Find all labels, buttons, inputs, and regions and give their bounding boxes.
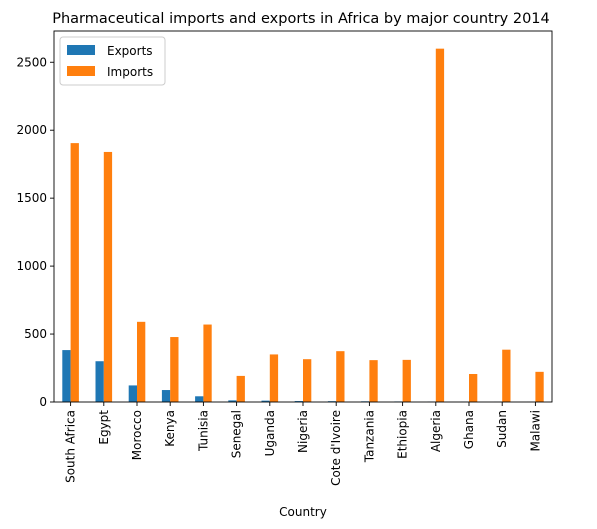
x-tick-label-8: Cote d'Ivoire [329,410,343,486]
bar-imports-5 [236,375,245,402]
x-axis-label: Country [279,505,327,519]
x-tick-label-12: Ghana [462,410,476,449]
bar-exports-0 [62,350,71,402]
y-tick-label-0: 0 [39,395,47,409]
x-tick-label-4: Tunisia [196,410,210,452]
x-tick-label-3: Kenya [163,410,177,447]
x-axis: South Africa Egypt Morocco Kenya Tunisia Sene… [64,402,542,486]
x-tick-label-0: South Africa [64,410,78,483]
bar-imports-7 [303,359,312,402]
bar-imports-2 [137,321,146,402]
legend-swatch-exports [67,45,95,55]
bar-imports-11 [435,48,445,403]
legend: Exports Imports [59,36,166,86]
y-tick-label-5: 2500 [16,55,47,69]
bar-imports-10 [402,359,411,402]
bar-imports-1 [103,151,113,402]
bars-group [62,48,544,403]
x-tick-label-11: Algeria [429,410,443,452]
bar-imports-13 [502,349,511,402]
bar-exports-5 [228,400,237,402]
bar-exports-2 [128,385,137,402]
plot-frame [53,30,553,403]
y-tick-label-3: 1500 [16,191,47,205]
legend-swatch-imports [67,66,95,76]
x-tick-label-7: Nigeria [296,410,310,453]
bar-imports-8 [336,351,345,402]
y-axis: 0 500 1000 1500 2000 2500 [16,55,54,409]
chart-title: Pharmaceutical imports and exports in Af… [52,11,550,27]
legend-label-exports: Exports [107,44,153,58]
x-tick-label-5: Senegal [230,410,244,458]
legend-label-imports: Imports [107,65,153,79]
bar-imports-6 [269,354,279,402]
x-tick-label-2: Morocco [130,410,144,460]
bar-exports-6 [261,400,270,402]
x-tick-label-9: Tanzania [362,410,376,463]
bar-imports-3 [170,337,179,402]
bar-exports-7 [294,401,303,402]
bar-exports-3 [161,390,171,402]
x-tick-label-6: Uganda [263,410,277,456]
y-tick-label-2: 1000 [16,259,47,273]
bar-imports-12 [469,374,478,402]
y-tick-label-1: 500 [24,327,47,341]
bar-imports-14 [535,371,544,402]
x-tick-label-13: Sudan [495,410,509,448]
bar-imports-0 [70,143,79,402]
x-tick-label-10: Ethiopia [396,410,410,459]
bar-imports-4 [203,324,212,402]
bar-exports-1 [95,361,104,402]
bar-exports-4 [195,396,204,402]
x-tick-label-14: Malawi [528,410,542,452]
bar-imports-9 [369,360,378,402]
x-tick-label-1: Egypt [97,410,111,445]
y-tick-label-4: 2000 [16,123,47,137]
